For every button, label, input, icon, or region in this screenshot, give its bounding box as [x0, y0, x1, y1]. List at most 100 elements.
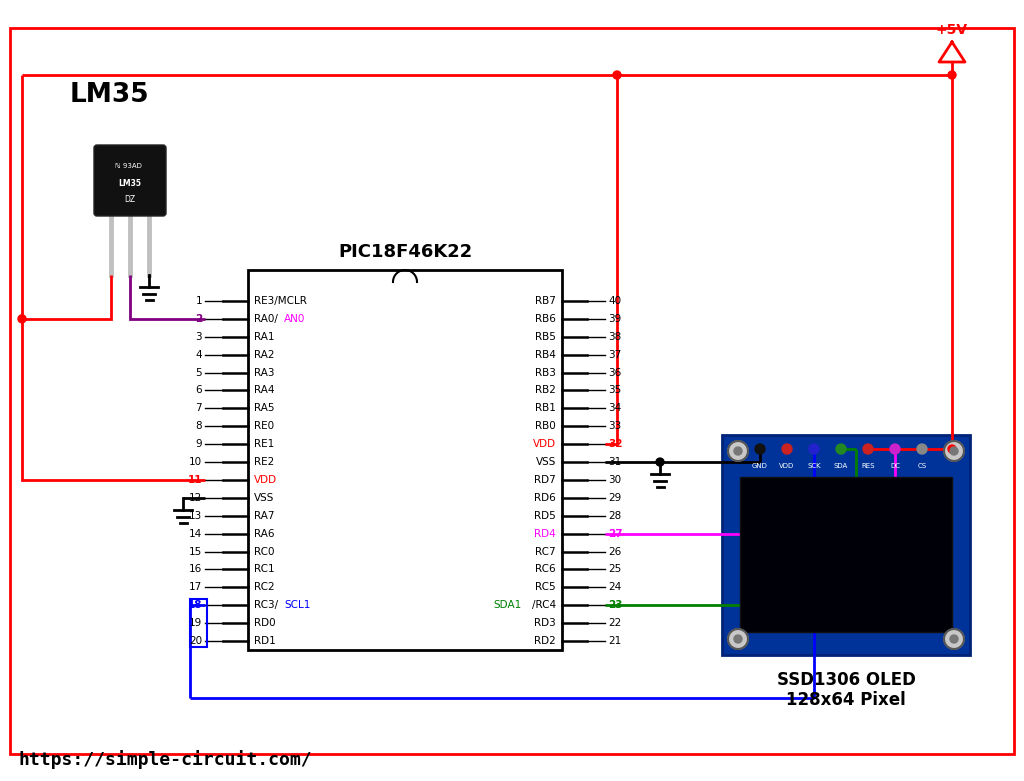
Circle shape [809, 444, 819, 454]
Text: 20: 20 [188, 636, 202, 646]
Text: RB0: RB0 [536, 421, 556, 431]
Text: VDD: VDD [254, 475, 278, 485]
Text: RC6: RC6 [536, 565, 556, 575]
Text: DC: DC [890, 463, 900, 469]
Text: 35: 35 [608, 386, 622, 395]
Circle shape [755, 444, 765, 454]
Text: 14: 14 [188, 529, 202, 539]
Text: RES: RES [861, 463, 874, 469]
Text: GND: GND [752, 463, 768, 469]
Text: 29: 29 [608, 493, 622, 503]
Text: VDD: VDD [532, 439, 556, 449]
FancyBboxPatch shape [94, 145, 166, 216]
Circle shape [948, 71, 956, 79]
Circle shape [890, 444, 900, 454]
Circle shape [948, 445, 956, 453]
Text: 28: 28 [608, 511, 622, 521]
Text: RE1: RE1 [254, 439, 274, 449]
Text: 15: 15 [188, 547, 202, 557]
Circle shape [18, 315, 26, 323]
Text: 9: 9 [196, 439, 202, 449]
Text: RD0: RD0 [254, 618, 275, 628]
Text: 5: 5 [196, 368, 202, 377]
Text: RC3/: RC3/ [254, 601, 279, 610]
Circle shape [944, 441, 964, 461]
Text: 128x64 Pixel: 128x64 Pixel [786, 691, 906, 709]
Text: PIC18F46K22: PIC18F46K22 [338, 243, 472, 261]
Text: RC7: RC7 [536, 547, 556, 557]
Text: 36: 36 [608, 368, 622, 377]
Circle shape [944, 629, 964, 649]
Text: RA4: RA4 [254, 386, 274, 395]
Text: 31: 31 [608, 457, 622, 467]
Text: 4: 4 [196, 350, 202, 359]
Text: DZ: DZ [125, 195, 135, 205]
Text: RB7: RB7 [536, 296, 556, 306]
Text: RC1: RC1 [254, 565, 274, 575]
Text: 6: 6 [196, 386, 202, 395]
Text: +5V: +5V [936, 23, 968, 37]
Text: RD3: RD3 [535, 618, 556, 628]
Text: 38: 38 [608, 332, 622, 342]
Circle shape [656, 458, 664, 466]
Text: 25: 25 [608, 565, 622, 575]
Circle shape [734, 635, 742, 643]
Text: RD4: RD4 [535, 529, 556, 539]
Text: RC0: RC0 [254, 547, 274, 557]
Text: SDA: SDA [834, 463, 848, 469]
Text: 11: 11 [187, 475, 202, 485]
Text: RD5: RD5 [535, 511, 556, 521]
Text: 37: 37 [608, 350, 622, 359]
Circle shape [728, 441, 748, 461]
Text: /RC4: /RC4 [531, 601, 556, 610]
Text: RC5: RC5 [536, 583, 556, 592]
Text: 30: 30 [608, 475, 622, 485]
Circle shape [613, 71, 621, 79]
Text: 7: 7 [196, 403, 202, 413]
Text: 34: 34 [608, 403, 622, 413]
Text: RA0/: RA0/ [254, 314, 278, 324]
Text: RA2: RA2 [254, 350, 274, 359]
Text: RA3: RA3 [254, 368, 274, 377]
Text: 10: 10 [188, 457, 202, 467]
Circle shape [950, 635, 958, 643]
Circle shape [734, 447, 742, 455]
Text: 40: 40 [608, 296, 622, 306]
Bar [248, 270, 562, 650]
Circle shape [836, 444, 846, 454]
Text: RD1: RD1 [254, 636, 275, 646]
Text: 8: 8 [196, 421, 202, 431]
Text: RD2: RD2 [535, 636, 556, 646]
Bar [722, 435, 970, 655]
Text: CS: CS [918, 463, 927, 469]
Text: RB6: RB6 [536, 314, 556, 324]
Bar [740, 477, 952, 632]
Text: RB1: RB1 [536, 403, 556, 413]
Circle shape [950, 447, 958, 455]
Text: RB2: RB2 [536, 386, 556, 395]
Bar [190, 599, 207, 647]
Text: 18: 18 [187, 601, 202, 610]
Text: 32: 32 [608, 439, 623, 449]
Text: 26: 26 [608, 547, 622, 557]
Text: SCK: SCK [807, 463, 821, 469]
Text: LM35: LM35 [119, 180, 141, 188]
Circle shape [918, 444, 927, 454]
Text: LM35: LM35 [70, 82, 150, 108]
Text: RD6: RD6 [535, 493, 556, 503]
Text: 3: 3 [196, 332, 202, 342]
Text: AN0: AN0 [284, 314, 305, 324]
Text: 2: 2 [195, 314, 202, 324]
Circle shape [782, 444, 792, 454]
Text: 1: 1 [196, 296, 202, 306]
Text: 27: 27 [608, 529, 623, 539]
Text: 23: 23 [608, 601, 623, 610]
Text: RE2: RE2 [254, 457, 274, 467]
Text: 19: 19 [188, 618, 202, 628]
Text: RD7: RD7 [535, 475, 556, 485]
Text: 33: 33 [608, 421, 622, 431]
Text: ℕ 93AD: ℕ 93AD [115, 163, 141, 169]
Text: RB5: RB5 [536, 332, 556, 342]
Text: 13: 13 [188, 511, 202, 521]
Text: RB3: RB3 [536, 368, 556, 377]
